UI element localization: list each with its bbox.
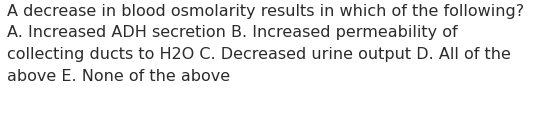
Text: A decrease in blood osmolarity results in which of the following?
A. Increased A: A decrease in blood osmolarity results i…: [7, 4, 524, 84]
